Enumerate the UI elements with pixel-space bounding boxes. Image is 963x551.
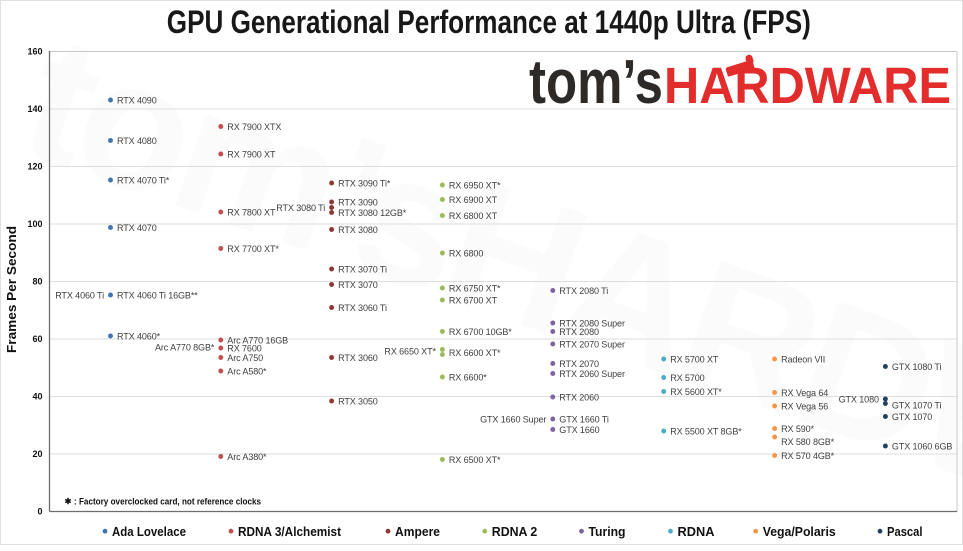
svg-text:RDNA 2: RDNA 2: [492, 524, 538, 539]
svg-text:Radeon VII: Radeon VII: [781, 354, 825, 364]
svg-text:Arc A750: Arc A750: [227, 353, 263, 363]
svg-text:RX 7900 XTX: RX 7900 XTX: [227, 122, 281, 132]
svg-text:RTX 2070: RTX 2070: [559, 359, 599, 369]
svg-text:tom’s: tom’s: [529, 48, 663, 117]
svg-text:RTX 4060*: RTX 4060*: [117, 331, 161, 341]
svg-text:HARDWARE: HARDWARE: [664, 57, 951, 114]
svg-text:RX 7600: RX 7600: [227, 343, 261, 353]
svg-text:Ada Lovelace: Ada Lovelace: [112, 524, 186, 539]
svg-text:RTX 4070 Ti*: RTX 4070 Ti*: [117, 175, 170, 185]
svg-text:Frames Per Second: Frames Per Second: [5, 226, 19, 353]
svg-text:GTX 1080 Ti: GTX 1080 Ti: [892, 362, 942, 372]
svg-text:RTX 3070: RTX 3070: [338, 280, 378, 290]
svg-text:RX 7700 XT*: RX 7700 XT*: [227, 244, 279, 254]
svg-text:RX 6700 10GB*: RX 6700 10GB*: [449, 327, 512, 337]
svg-text:160: 160: [27, 47, 42, 57]
svg-text:RTX 2060: RTX 2060: [559, 392, 599, 402]
svg-text:Arc A580*: Arc A580*: [227, 366, 267, 376]
svg-text:Vega/Polaris: Vega/Polaris: [763, 524, 836, 539]
svg-text:140: 140: [27, 104, 42, 114]
svg-text:80: 80: [32, 277, 42, 287]
svg-text:RTX 2080 Ti: RTX 2080 Ti: [559, 286, 608, 296]
svg-text:RX 6750 XT*: RX 6750 XT*: [449, 283, 501, 293]
svg-text:GTX 1060 6GB: GTX 1060 6GB: [892, 441, 952, 451]
svg-text:RTX 3050: RTX 3050: [338, 396, 378, 406]
svg-text:Turing: Turing: [589, 524, 626, 539]
svg-text:RX 6800: RX 6800: [449, 248, 483, 258]
svg-text:RX Vega 64: RX Vega 64: [781, 388, 828, 398]
svg-text:RX 5600 XT*: RX 5600 XT*: [670, 387, 722, 397]
svg-text:RTX 3060: RTX 3060: [338, 353, 378, 363]
svg-text:GTX 1070: GTX 1070: [892, 412, 932, 422]
svg-text:RX 6950 XT*: RX 6950 XT*: [449, 180, 501, 190]
svg-text:RTX 3080: RTX 3080: [338, 225, 378, 235]
svg-text:Pascal: Pascal: [887, 524, 923, 539]
svg-text:RX 6600*: RX 6600*: [449, 372, 487, 382]
svg-text:: Factory overclocked card, no: : Factory overclocked card, not referenc…: [74, 497, 261, 508]
svg-text:0: 0: [37, 507, 42, 517]
svg-text:120: 120: [27, 162, 42, 172]
svg-text:RX 6700 XT: RX 6700 XT: [449, 295, 498, 305]
svg-text:Arc A380*: Arc A380*: [227, 452, 267, 462]
svg-text:Ampere: Ampere: [395, 524, 440, 539]
svg-text:GPU Generational Performance a: GPU Generational Performance at 1440p Ul…: [167, 4, 811, 40]
svg-text:GTX 1080: GTX 1080: [839, 394, 879, 404]
svg-text:RTX 3060 Ti: RTX 3060 Ti: [338, 303, 387, 313]
svg-text:RX 5500 XT 8GB*: RX 5500 XT 8GB*: [670, 426, 742, 436]
svg-text:RTX 2080 Super: RTX 2080 Super: [559, 318, 625, 328]
svg-text:RTX 3090 Ti*: RTX 3090 Ti*: [338, 178, 391, 188]
svg-text:GTX 1660 Ti: GTX 1660 Ti: [559, 414, 609, 424]
svg-text:100: 100: [27, 219, 42, 229]
svg-text:20: 20: [32, 449, 42, 459]
svg-text:RX Vega 56: RX Vega 56: [781, 401, 828, 411]
svg-text:Arc A770 16GB: Arc A770 16GB: [227, 335, 288, 345]
svg-text:RTX 3070 Ti: RTX 3070 Ti: [338, 264, 387, 274]
svg-text:GTX 1660: GTX 1660: [559, 425, 599, 435]
svg-text:RTX 4070: RTX 4070: [117, 223, 157, 233]
svg-text:RX 6600 XT*: RX 6600 XT*: [449, 348, 501, 358]
svg-text:RX 5700 XT: RX 5700 XT: [670, 354, 719, 364]
svg-text:RX 6650 XT*: RX 6650 XT*: [384, 346, 436, 356]
svg-text:RX 580 8GB*: RX 580 8GB*: [781, 437, 835, 447]
svg-text:RTX 4090: RTX 4090: [117, 95, 157, 105]
svg-text:RX 6900 XT: RX 6900 XT: [449, 195, 498, 205]
svg-text:RTX 4080: RTX 4080: [117, 136, 157, 146]
svg-text:RTX 3080 12GB*: RTX 3080 12GB*: [338, 208, 407, 218]
svg-text:RTX 2070 Super: RTX 2070 Super: [559, 339, 625, 349]
svg-text:Arc A770 8GB*: Arc A770 8GB*: [155, 343, 215, 353]
svg-text:RX 570 4GB*: RX 570 4GB*: [781, 451, 835, 461]
svg-text:RDNA 3/Alchemist: RDNA 3/Alchemist: [238, 524, 341, 539]
svg-text:RX 5700: RX 5700: [670, 373, 704, 383]
svg-text:RX 7900 XT: RX 7900 XT: [227, 149, 276, 159]
svg-text:40: 40: [32, 392, 42, 402]
svg-text:RTX 3090: RTX 3090: [338, 197, 378, 207]
svg-text:RTX 2060 Super: RTX 2060 Super: [559, 369, 625, 379]
svg-text:GTX 1070 Ti: GTX 1070 Ti: [892, 400, 942, 410]
svg-text:RTX 4060 Ti 16GB**: RTX 4060 Ti 16GB**: [117, 290, 198, 300]
svg-text:RX 590*: RX 590*: [781, 424, 814, 434]
svg-text:RX 7800 XT: RX 7800 XT: [227, 207, 276, 217]
svg-text:RDNA: RDNA: [678, 524, 715, 539]
svg-text:RTX 4060 Ti: RTX 4060 Ti: [55, 290, 104, 300]
svg-text:RTX 2080: RTX 2080: [559, 327, 599, 337]
svg-text:RTX 3080 Ti: RTX 3080 Ti: [276, 203, 325, 213]
svg-text:RX 6800 XT: RX 6800 XT: [449, 211, 498, 221]
svg-text:GTX 1660 Super: GTX 1660 Super: [480, 414, 546, 424]
svg-text:RX 6500 XT*: RX 6500 XT*: [449, 455, 501, 465]
svg-text:60: 60: [32, 334, 42, 344]
